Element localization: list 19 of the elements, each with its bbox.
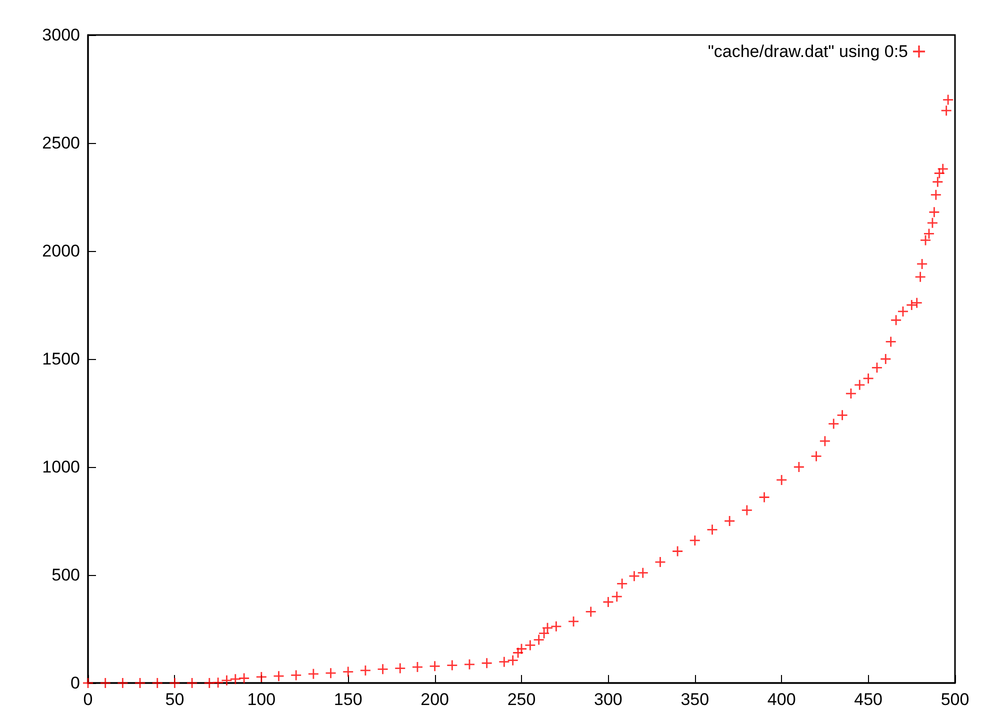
- x-tick-label: 0: [83, 690, 93, 709]
- y-tick-label: 2500: [42, 134, 80, 152]
- x-tick-label: 100: [247, 690, 276, 709]
- legend-label: "cache/draw.dat" using 0:5: [708, 42, 908, 61]
- y-tick-label: 500: [52, 566, 80, 584]
- x-tick-label: 200: [420, 690, 449, 709]
- y-tick-label: 0: [70, 674, 80, 692]
- y-tick-label: 1000: [42, 458, 80, 476]
- x-tick-label: 50: [165, 690, 184, 709]
- y-tick-label: 2000: [42, 242, 80, 260]
- y-tick-label: 3000: [42, 26, 80, 44]
- x-tick-label: 500: [940, 690, 970, 709]
- x-tick-label: 350: [680, 690, 710, 709]
- x-tick-label: 400: [767, 690, 796, 709]
- x-tick-label: 450: [854, 690, 882, 709]
- x-tick-label: 300: [594, 690, 622, 709]
- y-tick-label: 1500: [42, 350, 80, 368]
- x-tick-label: 250: [507, 690, 536, 709]
- x-tick-label: 150: [334, 690, 362, 709]
